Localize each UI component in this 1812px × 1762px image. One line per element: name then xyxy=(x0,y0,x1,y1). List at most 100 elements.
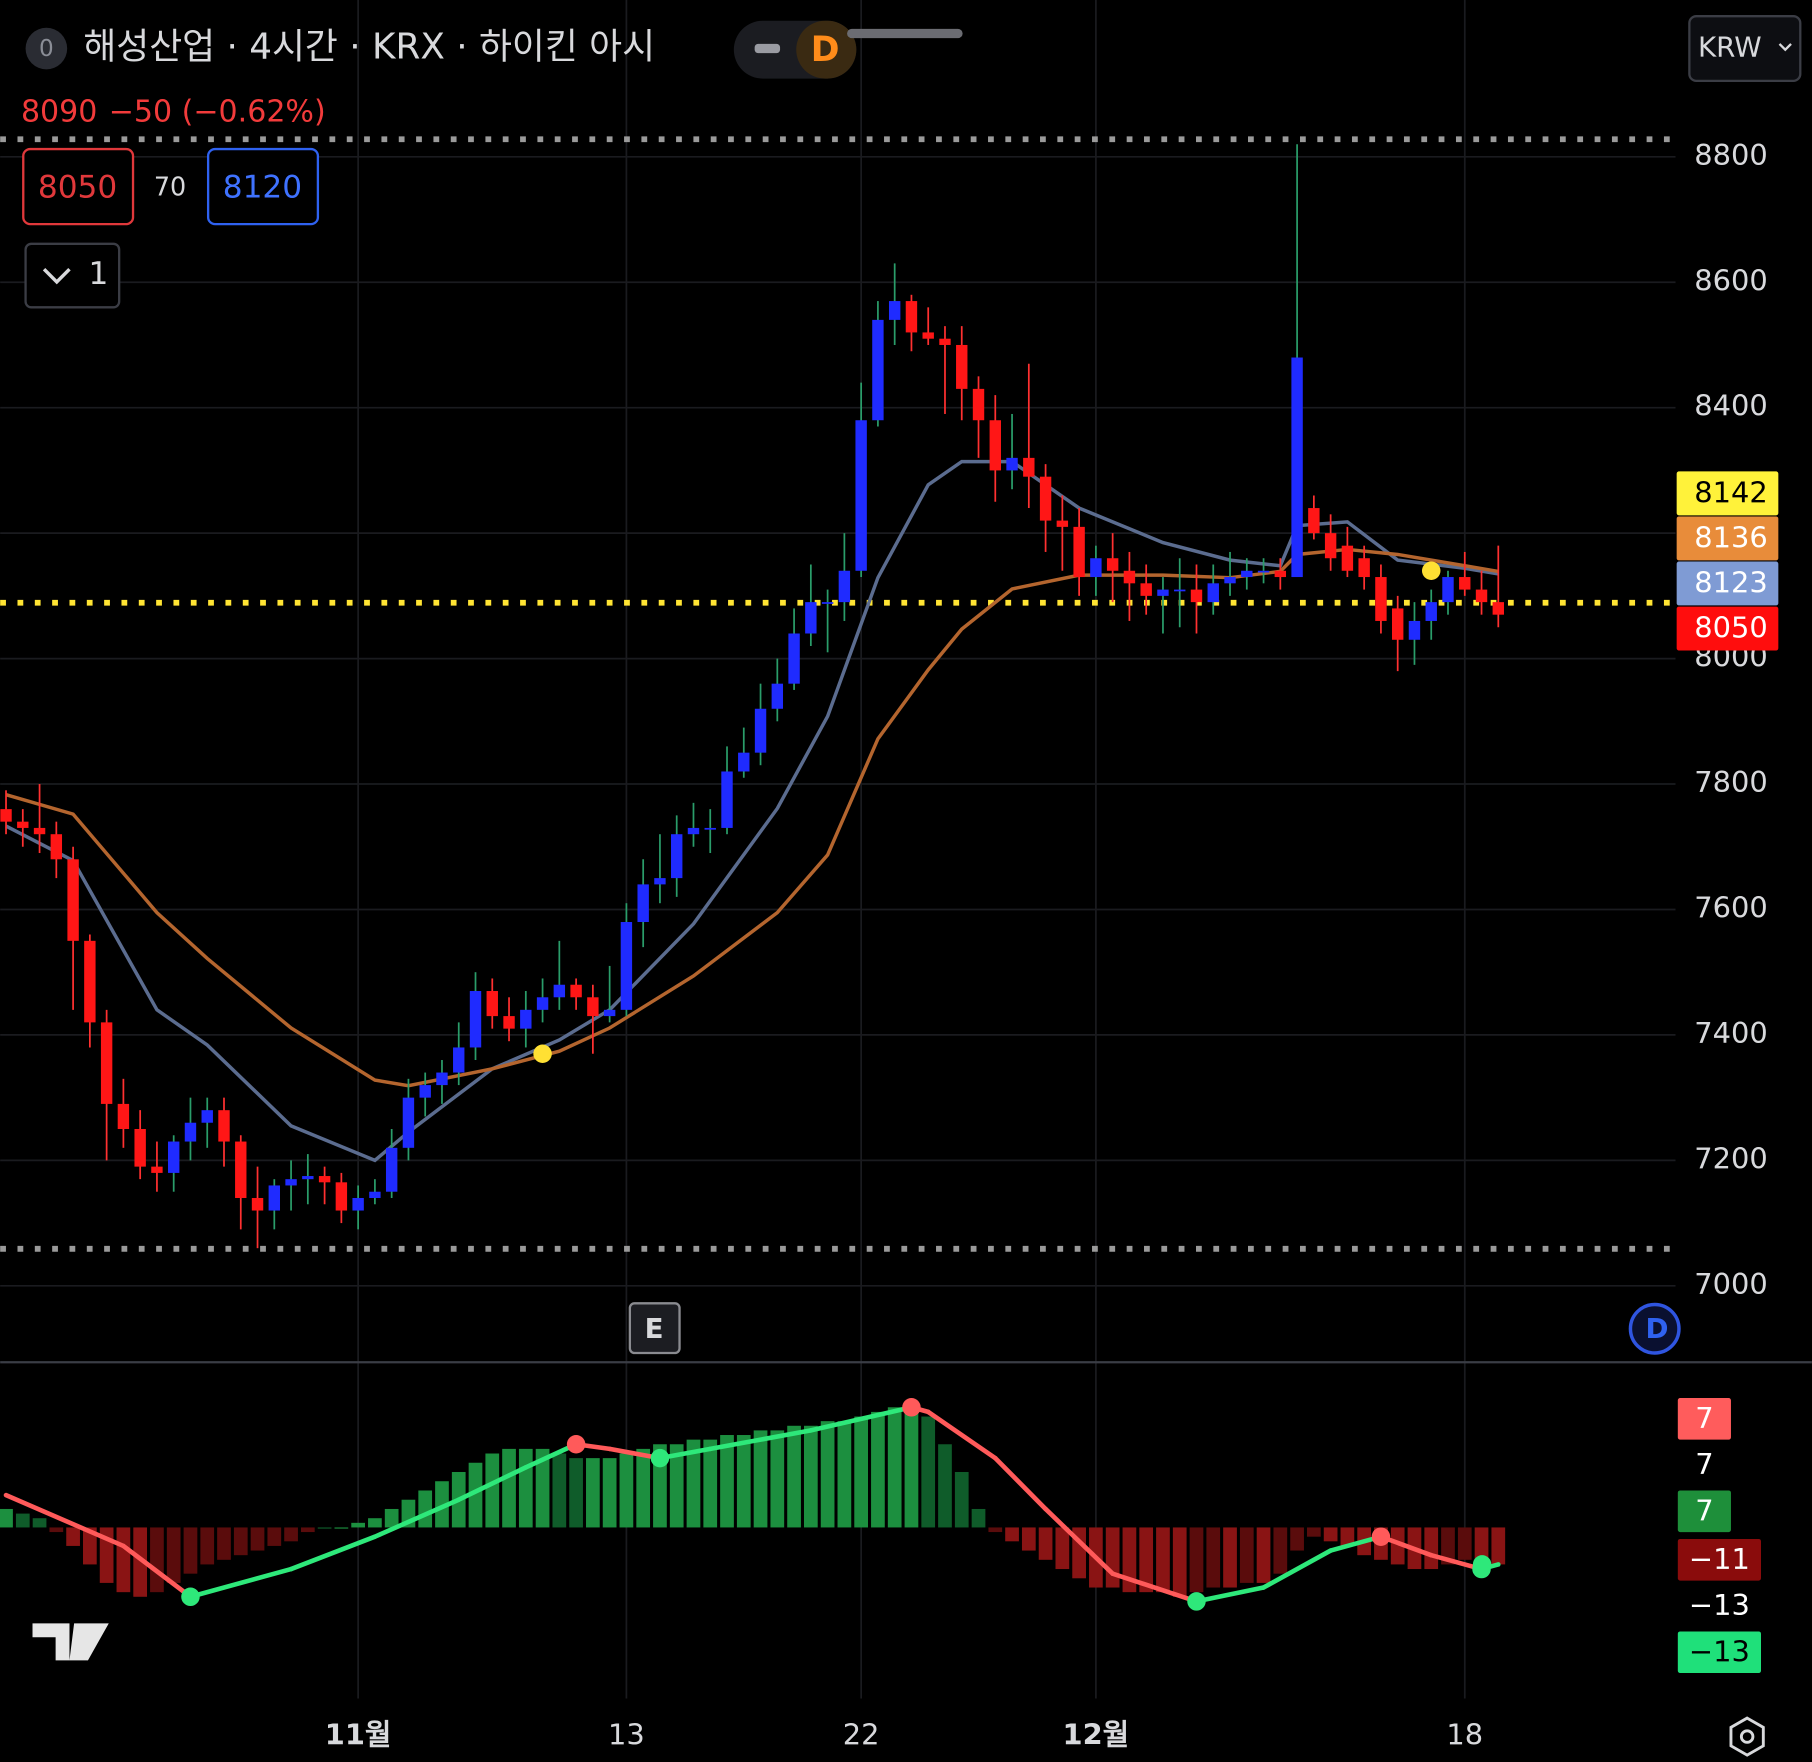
settings-icon[interactable] xyxy=(1729,1716,1765,1757)
candle-body xyxy=(1459,577,1471,590)
candle-body xyxy=(1090,558,1102,578)
histogram-bar xyxy=(602,1458,617,1528)
candle-body xyxy=(167,1141,180,1173)
histogram-bar xyxy=(15,1513,30,1528)
y-tick-label: 8400 xyxy=(1694,389,1768,423)
candle-body xyxy=(1408,620,1421,640)
candle-body xyxy=(587,997,599,1017)
candle-body xyxy=(1324,533,1337,559)
histogram-bar xyxy=(988,1527,1003,1533)
sell-button[interactable] xyxy=(22,147,135,226)
y-tick-label: 7400 xyxy=(1694,1016,1768,1050)
mode-label[interactable]: D xyxy=(811,30,840,70)
histogram-bar xyxy=(854,1416,869,1528)
oscillator-line xyxy=(456,1465,529,1503)
candle-body xyxy=(302,1176,314,1180)
oscillator-line xyxy=(1110,1571,1199,1604)
candle-body xyxy=(117,1103,130,1130)
candle-body xyxy=(671,834,683,879)
histogram-bar xyxy=(569,1458,583,1528)
histogram-bar xyxy=(217,1527,231,1560)
candle-body xyxy=(1291,357,1303,578)
histogram-bar xyxy=(233,1527,248,1556)
candle-body xyxy=(1358,558,1370,578)
candle-body xyxy=(1442,577,1454,603)
candle-body xyxy=(352,1197,364,1211)
osc-label: 7 xyxy=(1695,1401,1713,1435)
histogram-bar xyxy=(1021,1527,1036,1551)
candle-body xyxy=(201,1110,213,1123)
dividend-label: D xyxy=(1646,1312,1669,1345)
dividend-marker[interactable] xyxy=(1628,1302,1681,1355)
histogram-bar xyxy=(183,1527,198,1574)
oscillator-line xyxy=(3,1492,126,1549)
histogram-bar xyxy=(468,1462,483,1528)
osc-label-bg xyxy=(1677,1490,1731,1533)
candle-body xyxy=(603,1009,616,1017)
candle-body xyxy=(637,884,649,923)
histogram-bar xyxy=(1156,1527,1170,1593)
candle-body xyxy=(1207,583,1219,603)
candle-body xyxy=(1039,476,1052,521)
candle-body xyxy=(0,809,12,822)
candle-body xyxy=(1257,570,1270,573)
candle-body xyxy=(218,1110,230,1142)
histogram-bar xyxy=(1105,1527,1120,1588)
price-label-bg xyxy=(1676,471,1779,516)
candle-body xyxy=(788,633,800,684)
earnings-label: E xyxy=(645,1312,664,1345)
candle-body xyxy=(235,1141,247,1198)
buy-button[interactable] xyxy=(206,147,320,226)
drag-handle xyxy=(847,28,963,39)
histogram-bar xyxy=(267,1527,282,1546)
histogram-bar xyxy=(485,1453,500,1528)
candle-body xyxy=(503,1016,515,1029)
osc-label: 7 xyxy=(1695,1447,1713,1481)
histogram-bar xyxy=(820,1421,835,1528)
histogram-bar xyxy=(736,1435,751,1528)
chevron xyxy=(1778,43,1792,52)
histogram-bar xyxy=(502,1448,516,1528)
osc-label: −11 xyxy=(1689,1542,1750,1576)
histogram-bar xyxy=(0,1508,13,1528)
histogram-bar xyxy=(686,1439,701,1528)
osc-label-bg xyxy=(1677,1631,1762,1674)
oscillator-line xyxy=(925,1409,998,1461)
histogram-bar xyxy=(586,1458,600,1528)
candle-body xyxy=(1123,570,1136,584)
candle-body xyxy=(1341,545,1354,571)
candle-body xyxy=(855,420,867,571)
symbol-title[interactable]: 해성산업 · 4시간 · KRX · 하이킨 아시 xyxy=(83,27,655,68)
candle-body xyxy=(939,338,951,345)
earnings-marker[interactable] xyxy=(628,1302,681,1355)
plot xyxy=(0,136,1670,1611)
histogram-bar xyxy=(1290,1527,1304,1551)
candle-body xyxy=(687,827,700,835)
histogram-bar xyxy=(619,1453,634,1528)
candle-body xyxy=(369,1191,381,1198)
histogram-bar xyxy=(1005,1527,1019,1542)
candle-body xyxy=(989,420,1001,471)
oscillator-line xyxy=(1261,1548,1333,1590)
histogram-bar xyxy=(787,1425,801,1528)
candle-body xyxy=(956,344,968,389)
candle-body xyxy=(268,1185,281,1211)
candle-body xyxy=(536,997,549,1010)
candle-body xyxy=(1073,526,1085,578)
candle-body xyxy=(1056,520,1069,527)
candle-body xyxy=(1391,608,1404,640)
candle-body xyxy=(805,602,817,634)
candle-body xyxy=(1492,602,1504,615)
settings-icon-center xyxy=(1739,1729,1755,1744)
candle-body xyxy=(704,827,716,830)
currency-button[interactable] xyxy=(1688,15,1802,83)
y-tick-label: 8800 xyxy=(1694,138,1768,172)
candle-body xyxy=(50,834,63,860)
histogram-bar xyxy=(1441,1527,1455,1565)
layers-toggle[interactable] xyxy=(24,242,121,309)
y-tick-label: 7200 xyxy=(1694,1141,1768,1175)
histogram-bar xyxy=(133,1527,148,1597)
histogram-bar xyxy=(1390,1527,1405,1565)
candle-body xyxy=(1224,577,1236,584)
candle-body xyxy=(402,1097,415,1148)
